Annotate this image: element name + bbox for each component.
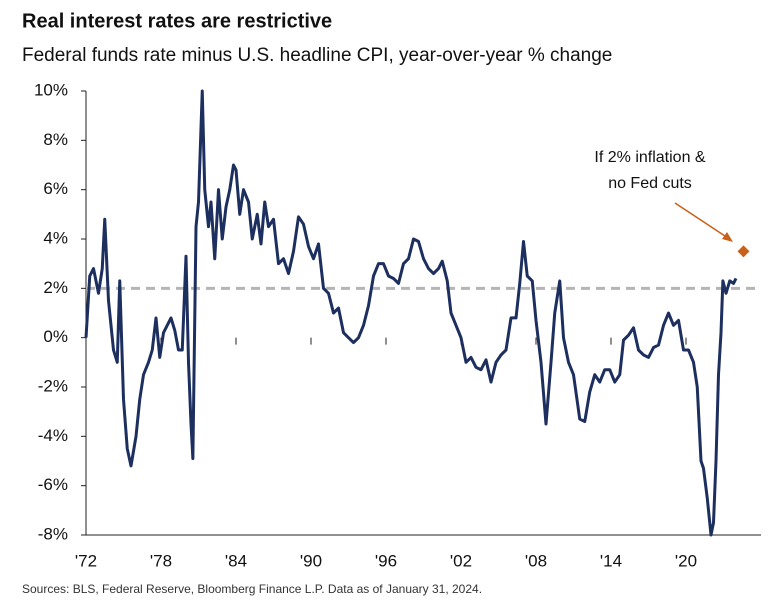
x-tick-label: '02 (450, 551, 472, 570)
x-tick-label: '78 (150, 551, 172, 570)
arrow-head (722, 232, 733, 242)
x-tick-label: '14 (600, 551, 622, 570)
projection-marker (737, 245, 750, 258)
annotation: no Fed cuts (608, 175, 692, 192)
x-tick-label: '72 (75, 551, 97, 570)
x-tick-label: '08 (525, 551, 547, 570)
x-tick-label: '84 (225, 551, 247, 570)
y-tick-label: 6% (43, 179, 68, 198)
y-tick-label: -4% (38, 426, 68, 445)
y-tick-label: 10% (34, 80, 68, 99)
x-tick-label: '90 (300, 551, 322, 570)
y-tick-label: 8% (43, 130, 68, 149)
x-tick-label: '96 (375, 551, 397, 570)
y-tick-label: -8% (38, 524, 68, 543)
data-line (84, 89, 738, 537)
x-tick-label: '20 (675, 551, 697, 570)
chart-title: Real interest rates are restrictive (22, 10, 332, 32)
y-tick-label: 2% (43, 278, 68, 297)
y-tick-label: -2% (38, 376, 68, 395)
y-tick-label: 4% (43, 228, 68, 247)
annotation: If 2% inflation & (594, 149, 706, 166)
source-note: Sources: BLS, Federal Reserve, Bloomberg… (22, 582, 482, 596)
chart-subtitle: Federal funds rate minus U.S. headline C… (22, 45, 612, 66)
y-tick-label: -6% (38, 475, 68, 494)
annotation-arrow (674, 202, 729, 239)
y-tick-label: 0% (43, 327, 68, 346)
